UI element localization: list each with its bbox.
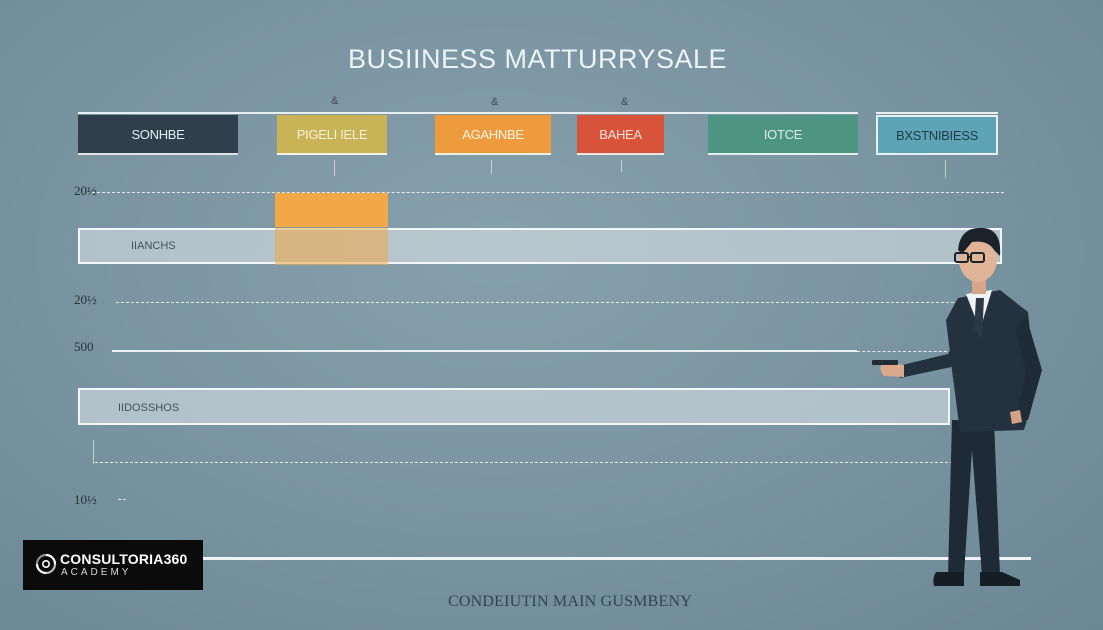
stage-mark: & xyxy=(491,96,499,108)
connector xyxy=(621,160,622,172)
logo-name: CONSULTORIA360 xyxy=(60,551,188,567)
stage-box-6: BXSTNIBIESS xyxy=(876,115,998,155)
stage-box-5: IOTCE xyxy=(708,115,858,155)
baseline xyxy=(203,557,1031,560)
stage-box-3: AGAHNBE xyxy=(435,115,551,155)
row-label: 500 xyxy=(74,339,94,354)
guide-line-dashed xyxy=(857,351,952,352)
businessman-illustration xyxy=(872,227,1042,586)
logo-subtitle: ACADEMY xyxy=(61,567,132,578)
connector xyxy=(491,160,492,174)
band-row-1 xyxy=(78,228,1002,264)
top-rule xyxy=(78,112,858,114)
stage-mark: & xyxy=(331,95,339,107)
stage-box-2: PIGELI IELE xyxy=(277,115,387,155)
guide-line-dashed xyxy=(118,499,126,500)
diagram-title: BUSIINESS MATTURRYSALE xyxy=(347,44,728,74)
top-rule-right xyxy=(876,112,998,114)
diagram-caption: CONDEIUTIN MAIN GUSMBENY xyxy=(448,593,692,610)
guide-line xyxy=(112,350,857,352)
connector xyxy=(945,160,946,178)
guide-line-dashed xyxy=(116,302,954,303)
connector xyxy=(93,440,94,464)
row-label: 20½ xyxy=(74,183,97,198)
stage-box-1: SONHBE xyxy=(78,115,238,155)
stage-mark: & xyxy=(621,96,629,108)
band-row-2 xyxy=(78,388,950,425)
stage-box-4: BAHEA xyxy=(577,115,664,155)
band-label-2: IIDOSSHOS xyxy=(118,402,180,414)
guide-line-dashed xyxy=(92,192,1004,193)
band-label-1: IIANCHS xyxy=(131,240,176,252)
highlight-block xyxy=(275,193,388,265)
connector xyxy=(334,160,335,176)
logo-swirl-icon xyxy=(35,553,57,575)
brand-logo: CONSULTORIA360 ACADEMY xyxy=(23,540,203,590)
row-label: 10½ xyxy=(74,492,97,507)
row-label: 20½ xyxy=(74,292,97,307)
guide-line-dashed xyxy=(95,462,953,463)
